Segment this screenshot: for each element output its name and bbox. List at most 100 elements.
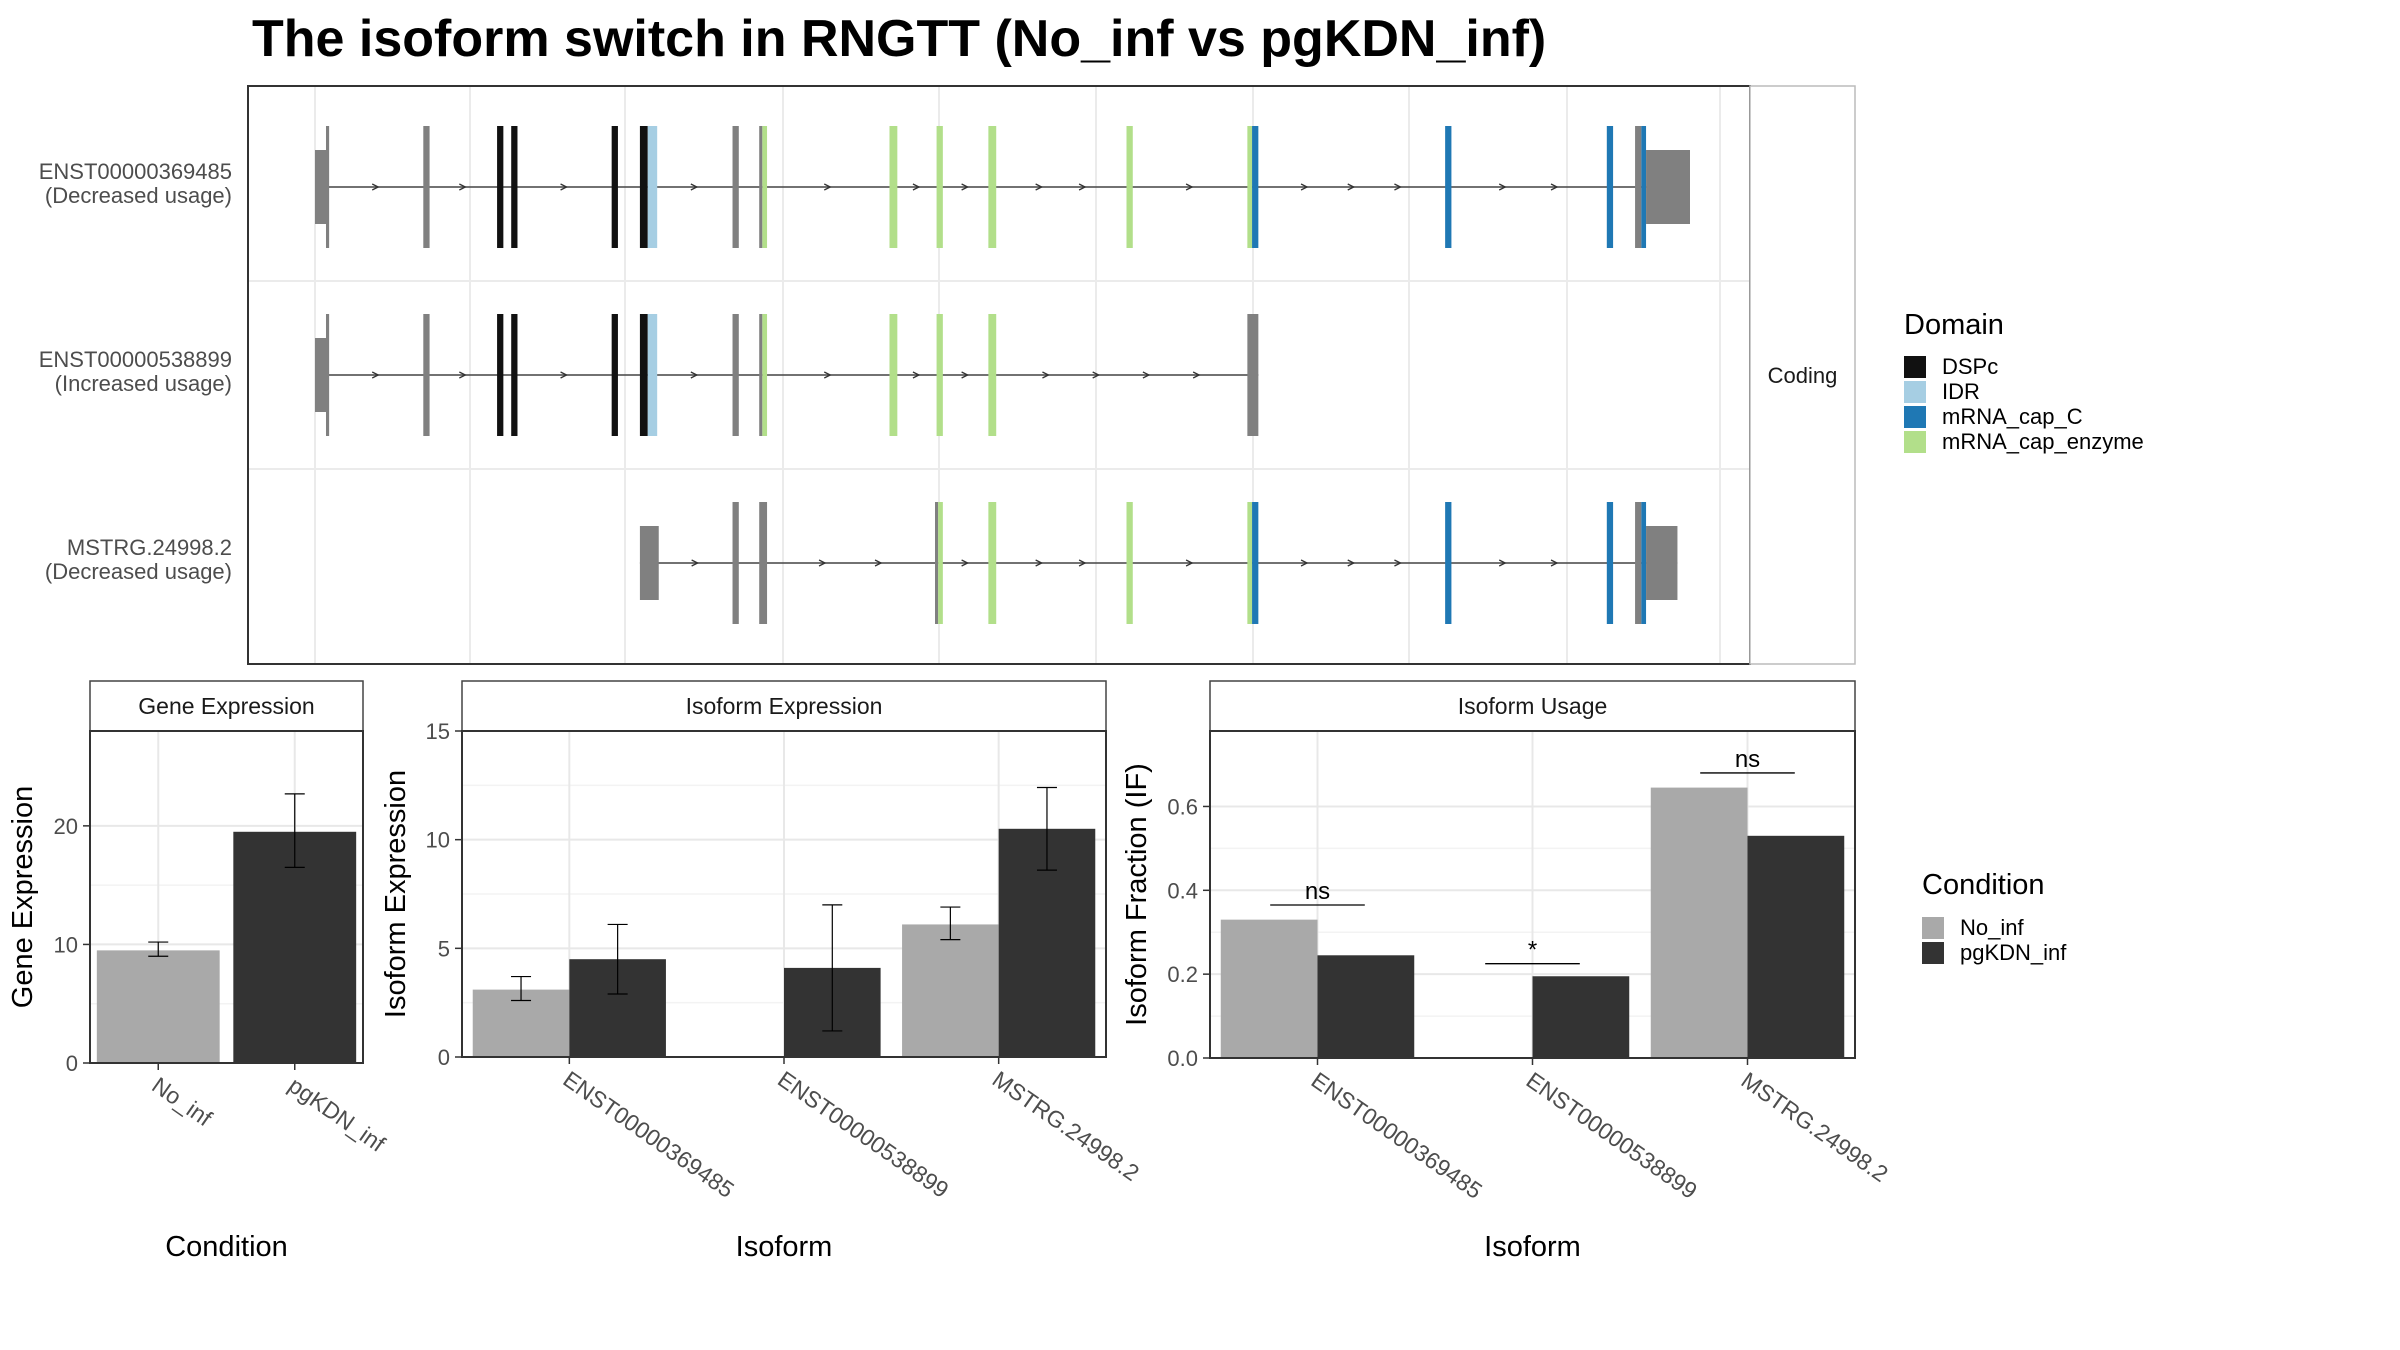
panel-strip-label: Isoform Expression	[686, 693, 883, 719]
bar	[233, 831, 357, 1063]
direction-arrow	[1185, 183, 1194, 191]
y-tick-label: 15	[426, 719, 450, 744]
legend-label: No_inf	[1960, 915, 2024, 940]
y-tick-label: 0	[66, 1051, 78, 1076]
transcript-id-label: ENST00000538899	[39, 347, 232, 372]
bar	[96, 950, 220, 1063]
bar	[1747, 835, 1845, 1058]
isoform-usage-panel: Isoform Usage ns * ns 0.0 0.2 0.4 0.6 ENST000003…	[1121, 680, 1893, 1263]
legend-swatch	[1904, 406, 1926, 428]
legend-swatch	[1922, 917, 1944, 939]
exon-block	[611, 314, 618, 436]
direction-arrow	[823, 371, 832, 379]
y-tick-label: 5	[438, 936, 450, 961]
direction-arrow	[818, 559, 827, 567]
x-tick-label: MSTRG.24998.2	[988, 1066, 1144, 1186]
transcript-usage-label: (Increased usage)	[55, 371, 232, 396]
gene-expression-panel: Gene Expression 0 10 20 No_inf pgKDN_inf Condi…	[7, 680, 391, 1263]
x-tick-label: No_inf	[147, 1072, 217, 1132]
y-tick-label: 0.4	[1167, 878, 1198, 903]
exon-block	[1247, 314, 1259, 436]
transcript-row: MSTRG.24998.2(Decreased usage)	[45, 502, 1678, 624]
exon-block	[1252, 502, 1259, 624]
y-tick-label: 20	[54, 814, 78, 839]
exon-block	[315, 338, 326, 412]
direction-arrow	[961, 371, 970, 379]
exon-block	[497, 314, 504, 436]
direction-arrow	[1498, 183, 1507, 191]
exon-block	[1126, 502, 1133, 624]
exon-block	[511, 126, 518, 248]
transcript-row: ENST00000369485(Decreased usage)	[39, 126, 1690, 248]
direction-arrow	[1550, 183, 1559, 191]
exon-block	[1635, 502, 1642, 624]
x-tick-label: pgKDN_inf	[284, 1072, 391, 1157]
direction-arrow	[690, 371, 699, 379]
exon-block	[1445, 126, 1452, 248]
exon-block	[639, 526, 659, 600]
direction-arrow	[1035, 183, 1044, 191]
exon-block	[647, 126, 658, 248]
transcript-id-label: MSTRG.24998.2	[67, 535, 232, 560]
direction-arrow	[874, 559, 883, 567]
exon-block	[759, 314, 763, 436]
direction-arrow	[1347, 183, 1356, 191]
facet-strip-label: Coding	[1768, 363, 1838, 388]
y-axis-title: Gene Expression	[7, 786, 39, 1008]
y-tick-label: 0	[438, 1045, 450, 1070]
exon-block	[936, 314, 943, 436]
direction-arrow	[1347, 559, 1356, 567]
exon-block	[315, 150, 326, 224]
exon-block	[762, 314, 768, 436]
direction-arrow	[1142, 371, 1151, 379]
direction-arrow	[1185, 559, 1194, 567]
exon-block	[1646, 150, 1690, 224]
bar	[1650, 787, 1748, 1058]
transcript-row: ENST00000538899(Increased usage)	[39, 314, 1259, 436]
panel-strip-label: Isoform Usage	[1458, 693, 1608, 719]
y-tick-label: 10	[426, 828, 450, 853]
legend-title: Domain	[1904, 309, 2004, 341]
y-axis-title: Isoform Fraction (IF)	[1121, 763, 1153, 1026]
direction-arrow	[1192, 371, 1201, 379]
exon-block	[639, 126, 648, 248]
facet-strip	[1749, 85, 1856, 665]
y-tick-label: 0.6	[1167, 794, 1198, 819]
exon-block	[1445, 502, 1452, 624]
exon-block	[988, 126, 997, 248]
bar	[1532, 976, 1630, 1058]
exon-block	[759, 502, 768, 624]
exon-block	[1646, 526, 1678, 600]
direction-arrow	[1035, 559, 1044, 567]
exon-block	[1606, 502, 1614, 624]
direction-arrow	[961, 183, 970, 191]
isoform-expression-panel: Isoform Expression 0 5 10 15 ENST00000369485 E…	[380, 680, 1144, 1263]
exon-block	[325, 126, 330, 248]
direction-arrow	[560, 183, 569, 191]
exon-block	[988, 502, 997, 624]
direction-arrow	[459, 371, 467, 379]
x-tick-label: MSTRG.24998.2	[1737, 1067, 1893, 1187]
direction-arrow	[1498, 559, 1507, 567]
direction-arrow	[1550, 559, 1559, 567]
direction-arrow	[912, 183, 921, 191]
bar	[902, 924, 999, 1057]
exon-block	[611, 126, 618, 248]
exon-block	[1606, 126, 1614, 248]
direction-arrow	[912, 371, 921, 379]
exon-block	[325, 314, 330, 436]
y-tick-label: 0.0	[1167, 1046, 1198, 1071]
direction-arrow	[371, 183, 380, 191]
exon-block	[889, 314, 898, 436]
x-tick-label: ENST00000369485	[558, 1066, 738, 1203]
transcript-usage-label: (Decreased usage)	[45, 559, 232, 584]
exon-block	[1247, 502, 1253, 624]
exon-block	[1641, 502, 1647, 624]
direction-arrow	[1042, 371, 1050, 379]
exon-block	[938, 502, 943, 624]
x-tick-label: ENST00000538899	[1522, 1067, 1702, 1204]
exon-block	[647, 314, 658, 436]
panel-strip-label: Gene Expression	[138, 693, 314, 719]
